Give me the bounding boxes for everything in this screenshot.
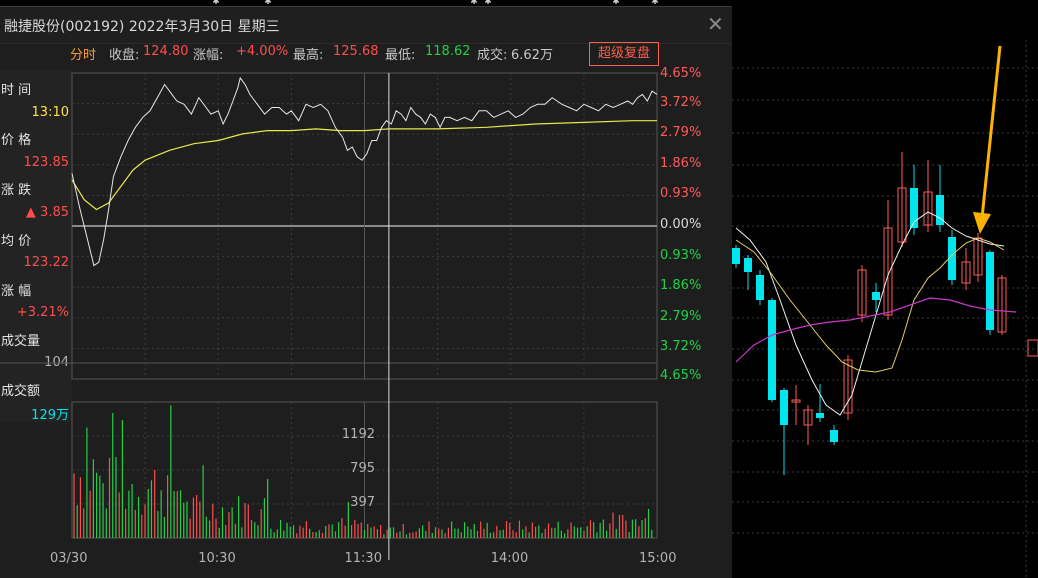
time-tick-label: 14:00 <box>490 551 529 566</box>
bg-candle-body <box>948 237 956 280</box>
pct-label: 涨 幅 <box>1 284 32 299</box>
change-amount-value: ▲ 3.85 <box>25 205 69 220</box>
bg-candle-body <box>872 292 880 300</box>
mode-label: 分时 <box>70 48 97 63</box>
percent-tick-label: 1.86% <box>660 155 702 171</box>
avg-price-value: 123.22 <box>23 255 70 270</box>
pct-value: +3.21% <box>16 305 69 320</box>
bg-candle-body <box>780 390 788 425</box>
bg-candle-body <box>756 275 764 300</box>
amount-value: 129万 <box>31 408 69 423</box>
super-review-button[interactable]: 超级复盘 <box>589 42 659 66</box>
bg-candle-body <box>961 261 971 284</box>
change-label: 涨幅: <box>193 48 224 63</box>
bg-candle-body <box>936 195 944 225</box>
popup-titlebar: 融捷股份(002192) 2022年3月30日 星期三 ✕ <box>0 7 732 44</box>
time-label: 时 间 <box>1 83 32 98</box>
close-value: 124.80 <box>143 44 189 59</box>
arrow-icon <box>973 212 991 234</box>
bg-ma-white <box>735 211 1005 416</box>
time-value: 13:10 <box>31 105 69 120</box>
price-line <box>71 76 658 267</box>
avg-price-label: 均 价 <box>1 234 32 249</box>
percent-tick-label: 0.00% <box>660 217 702 232</box>
percent-tick-label: 0.93% <box>660 247 702 263</box>
volume-tick-label: 397 <box>350 495 375 511</box>
close-icon[interactable]: ✕ <box>707 12 724 36</box>
bg-star-icon: ✱ <box>612 0 620 7</box>
percent-tick-label: 2.79% <box>660 125 702 141</box>
price-value: 123.85 <box>23 155 70 170</box>
low-label: 最低: <box>385 48 416 63</box>
percent-tick-label: 1.86% <box>660 278 702 294</box>
low-value: 118.62 <box>425 44 471 59</box>
bg-candle-body <box>744 258 752 272</box>
bg-star-icon: ✱ <box>484 0 492 7</box>
bg-candle-body <box>883 227 893 316</box>
bg-candle-body <box>986 252 994 330</box>
bg-candle-body <box>830 430 838 442</box>
percent-tick-label: 4.65% <box>660 368 702 383</box>
bg-candle-body <box>857 269 867 316</box>
bg-candle-body <box>803 409 813 426</box>
bg-star-icon: ✱ <box>651 0 659 7</box>
time-tick-label: 15:00 <box>639 551 677 566</box>
change-amount-label: 涨 跌 <box>1 183 32 198</box>
bg-candle-body <box>1027 339 1038 357</box>
bg-candle-body <box>732 248 740 264</box>
bg-candle-body <box>768 300 776 400</box>
time-tick-label: 10:30 <box>198 551 236 566</box>
price-label: 价 格 <box>1 133 32 148</box>
volume-label: 成交: <box>477 48 508 63</box>
bg-star-icon: ✱ <box>212 0 220 7</box>
close-label: 收盘: <box>109 48 140 63</box>
percent-tick-label: 2.79% <box>660 308 702 324</box>
bg-candle-body <box>791 399 801 403</box>
average-price-line <box>71 120 657 211</box>
bg-star-icon: ✱ <box>470 0 478 7</box>
percent-tick-label: 3.72% <box>660 339 702 355</box>
bg-candle-body <box>923 191 933 226</box>
popup-title: 融捷股份(002192) 2022年3月30日 星期三 <box>4 19 280 35</box>
percent-tick-label: 0.93% <box>660 186 702 202</box>
intraday-chart <box>0 72 658 560</box>
time-tick-label: 11:30 <box>344 551 382 566</box>
amount-label: 成交额 <box>1 384 41 399</box>
volume-label-left: 成交量 <box>1 334 41 349</box>
bg-ma-yellow <box>735 237 1005 373</box>
bg-candle-body <box>843 359 853 414</box>
arrow-shaft <box>980 45 1002 219</box>
volume-tick-label: 1192 <box>341 426 375 442</box>
high-value: 125.68 <box>333 44 379 59</box>
high-label: 最高: <box>293 48 324 63</box>
volume-value: 6.62万 <box>511 48 553 63</box>
volume-tick-label: 795 <box>350 460 375 476</box>
bg-candle-body <box>997 277 1007 333</box>
bg-star-icon: ✱ <box>264 0 272 7</box>
percent-tick-label: 4.65% <box>660 66 702 81</box>
bg-candle-body <box>897 187 907 243</box>
bg-ma-magenta <box>735 297 1017 363</box>
percent-tick-label: 3.72% <box>660 94 702 110</box>
time-tick-label: 03/30 <box>50 551 88 566</box>
bg-candle-body <box>816 413 824 418</box>
change-value: +4.00% <box>236 44 289 59</box>
bg-candle-body <box>910 188 918 228</box>
